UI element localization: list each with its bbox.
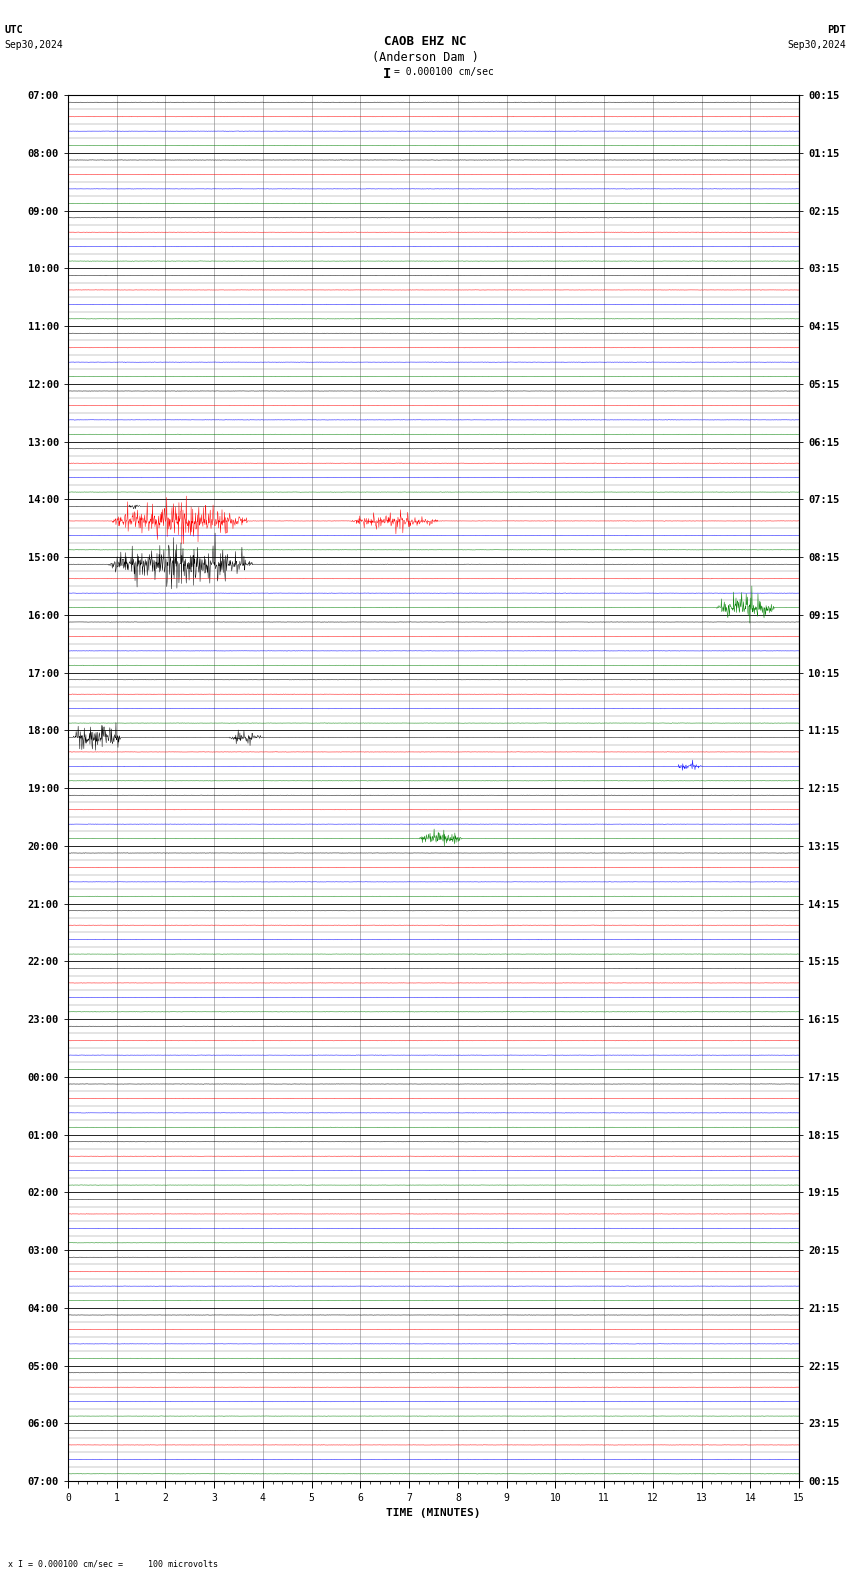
- Text: PDT: PDT: [827, 25, 846, 35]
- Text: UTC: UTC: [4, 25, 23, 35]
- Text: I: I: [382, 67, 391, 81]
- Text: (Anderson Dam ): (Anderson Dam ): [371, 51, 479, 63]
- Text: CAOB EHZ NC: CAOB EHZ NC: [383, 35, 467, 48]
- Text: x I = 0.000100 cm/sec =     100 microvolts: x I = 0.000100 cm/sec = 100 microvolts: [8, 1559, 218, 1568]
- Text: = 0.000100 cm/sec: = 0.000100 cm/sec: [394, 67, 493, 76]
- X-axis label: TIME (MINUTES): TIME (MINUTES): [386, 1508, 481, 1519]
- Text: Sep30,2024: Sep30,2024: [787, 40, 846, 49]
- Text: Sep30,2024: Sep30,2024: [4, 40, 63, 49]
